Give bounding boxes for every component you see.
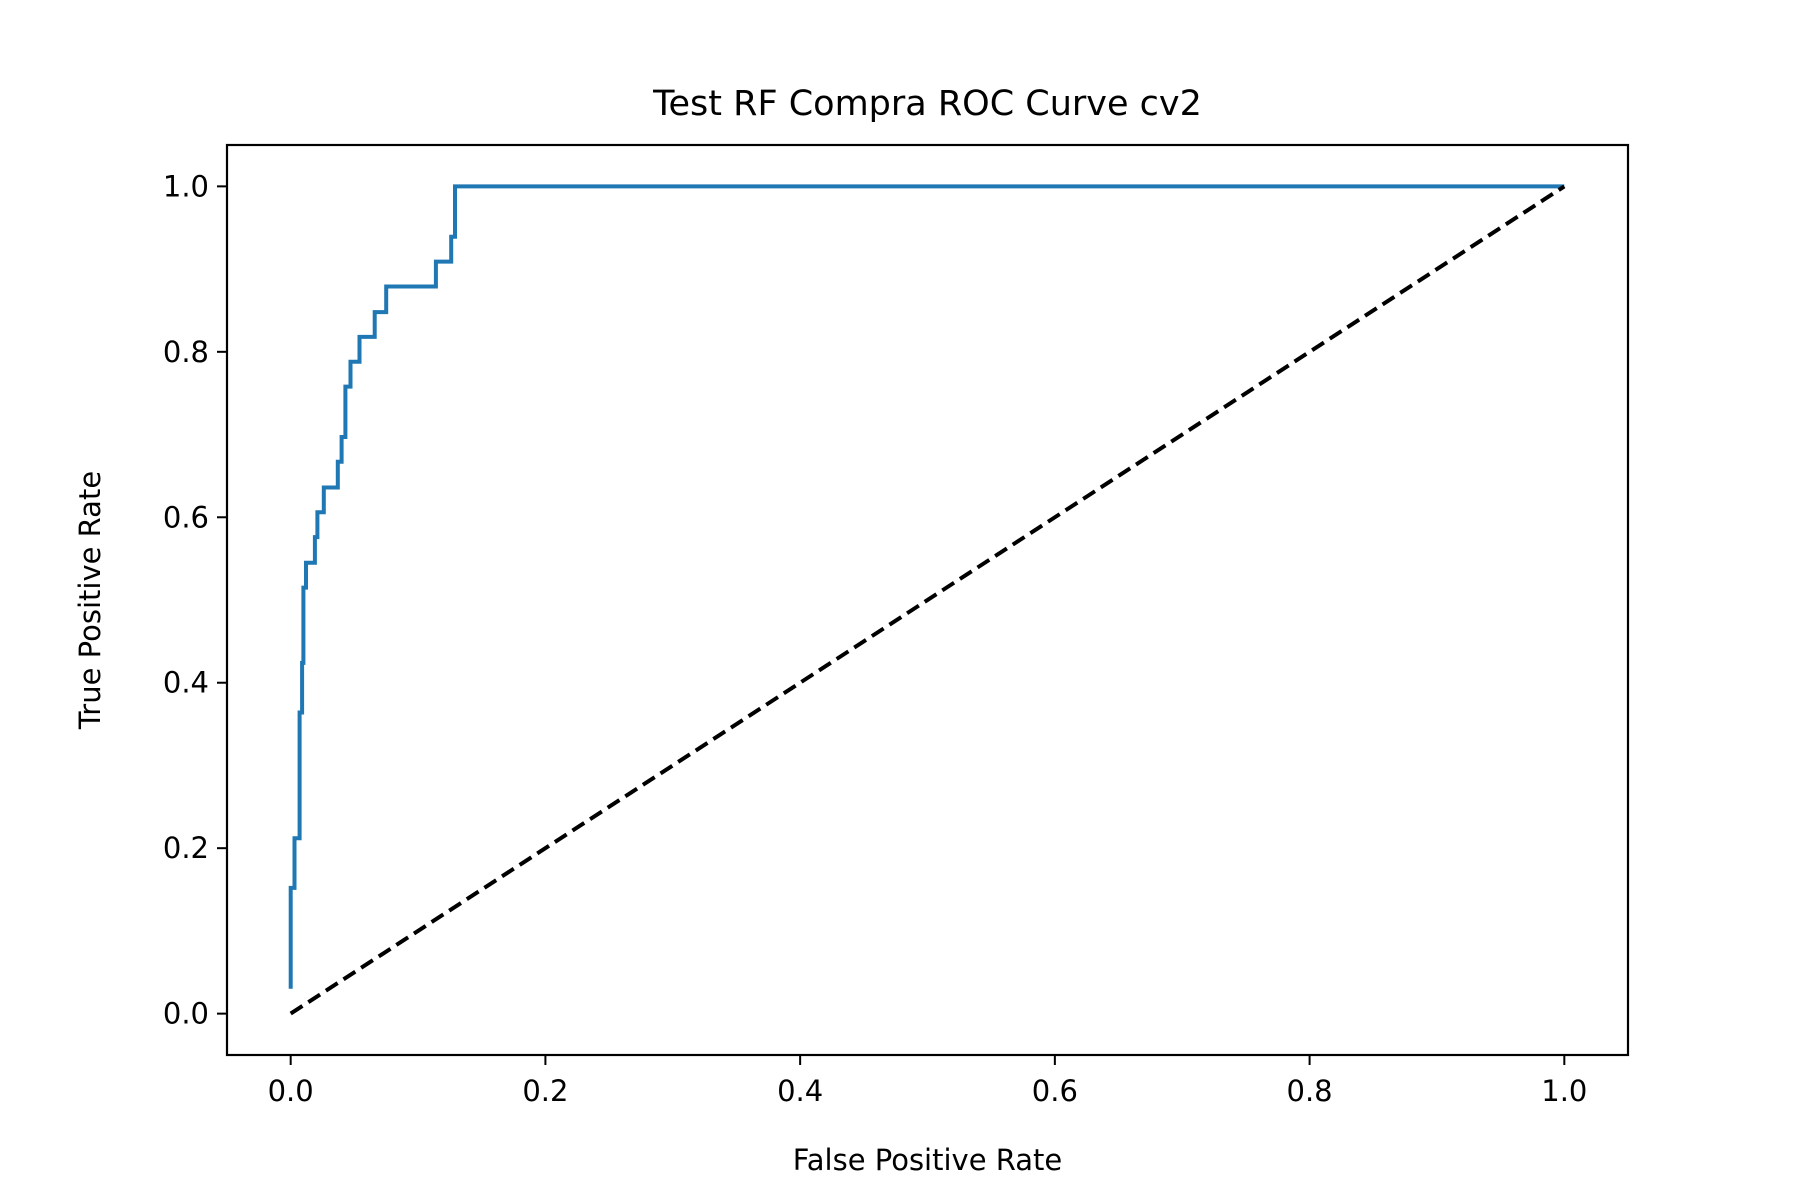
x-tick-label: 0.2 — [522, 1074, 568, 1108]
x-tick-label: 0.4 — [777, 1074, 823, 1108]
y-tick-label: 0.8 — [163, 335, 209, 369]
plot-frame — [225, 143, 1630, 1057]
x-axis-label: False Positive Rate — [793, 1143, 1063, 1177]
y-axis-label: True Positive Rate — [73, 471, 107, 730]
x-tick-label: 0.6 — [1032, 1074, 1078, 1108]
x-tick-label: 1.0 — [1541, 1074, 1587, 1108]
x-tick-label: 0.8 — [1287, 1074, 1333, 1108]
x-ticks: 0.0 0.2 0.4 0.6 0.8 1.0 — [268, 1055, 1587, 1108]
chart-title: Test RF Compra ROC Curve cv2 — [652, 84, 1202, 124]
y-tick-label: 1.0 — [163, 169, 209, 203]
y-tick-label: 0.6 — [163, 500, 209, 534]
x-tick-label: 0.0 — [268, 1074, 314, 1108]
y-tick-label: 0.2 — [163, 831, 209, 865]
y-tick-label: 0.0 — [163, 997, 209, 1031]
series-layer — [288, 184, 1566, 1016]
y-ticks: 0.0 0.2 0.4 0.6 0.8 1.0 — [163, 169, 227, 1031]
diagonal-reference-line — [289, 184, 1566, 1016]
y-tick-label: 0.4 — [163, 666, 209, 700]
roc-curve-line — [288, 184, 1565, 989]
